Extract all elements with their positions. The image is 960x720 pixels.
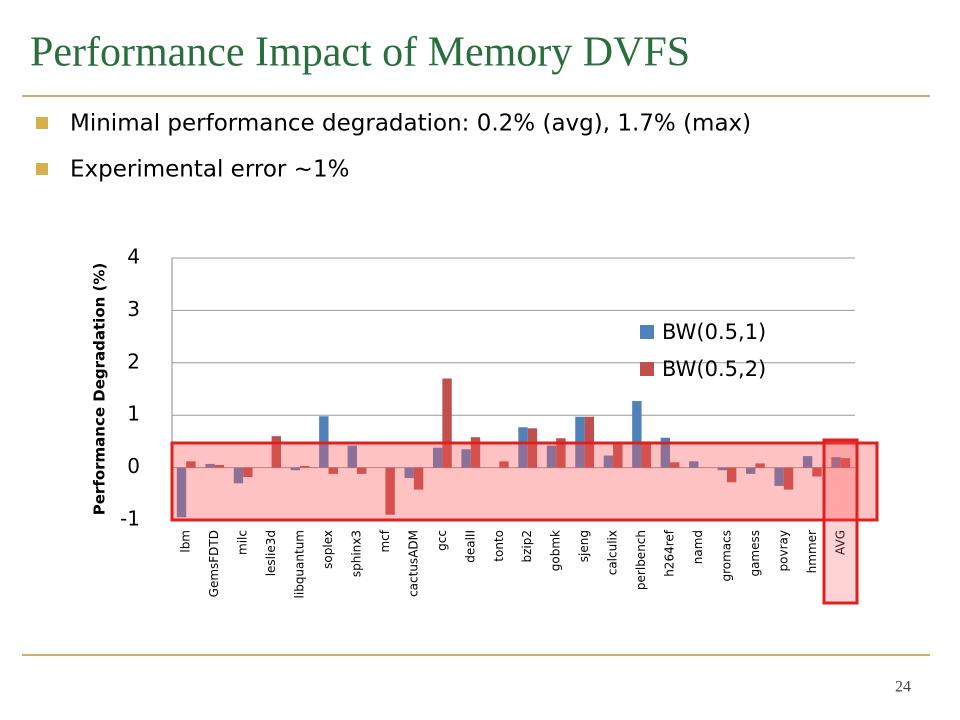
bar bbox=[413, 467, 424, 490]
bar bbox=[518, 427, 528, 468]
bar bbox=[755, 463, 765, 468]
bullet: Minimal performance degradation: 0.2% (a… bbox=[70, 111, 751, 137]
bullet-marker bbox=[36, 163, 48, 175]
bullet-marker bbox=[36, 117, 48, 129]
bar bbox=[689, 461, 699, 468]
x-tick-label: milc bbox=[236, 530, 250, 555]
bar bbox=[632, 401, 642, 468]
x-tick-label: sjeng bbox=[577, 530, 591, 562]
bar bbox=[271, 436, 281, 468]
bar bbox=[783, 467, 794, 490]
x-tick-label: cactusADM bbox=[406, 530, 420, 597]
bar bbox=[404, 467, 414, 479]
bar bbox=[717, 467, 727, 471]
x-tick-label: perlbench bbox=[634, 530, 648, 590]
bar bbox=[746, 467, 756, 474]
bar bbox=[470, 437, 481, 468]
legend-label: BW(0.5,1) bbox=[662, 320, 766, 344]
x-tick-label: gromacs bbox=[719, 530, 733, 582]
x-tick-label: GemsFDTD bbox=[207, 530, 221, 597]
bar bbox=[214, 464, 225, 468]
bar bbox=[613, 444, 623, 468]
bar bbox=[233, 467, 244, 484]
x-tick-label: gobmk bbox=[549, 530, 563, 571]
y-tick-label: -1 bbox=[120, 507, 140, 531]
x-tick-label: leslie3d bbox=[264, 530, 278, 576]
bar bbox=[670, 462, 680, 468]
bar bbox=[546, 445, 557, 468]
bullet: Experimental error ~1% bbox=[70, 157, 349, 183]
bar bbox=[300, 466, 310, 468]
bar bbox=[347, 445, 357, 468]
legend-swatch bbox=[640, 325, 654, 339]
slide-title: Performance Impact of Memory DVFS bbox=[30, 30, 690, 76]
bar bbox=[774, 467, 784, 486]
x-tick-label: gamess bbox=[748, 530, 762, 577]
y-tick-label: 0 bbox=[127, 454, 140, 478]
bar bbox=[205, 463, 215, 468]
bar bbox=[186, 461, 196, 468]
bar bbox=[432, 447, 443, 468]
x-tick-label: lbm bbox=[179, 530, 193, 553]
x-tick-label: calculix bbox=[606, 530, 620, 575]
bar bbox=[641, 441, 651, 468]
bar bbox=[812, 467, 822, 477]
legend-label: BW(0.5,2) bbox=[662, 357, 766, 381]
x-tick-label: mcf bbox=[378, 529, 392, 552]
y-tick-label: 1 bbox=[127, 402, 140, 426]
bar bbox=[840, 458, 851, 468]
chart: -1 0 1 2 3 4 Performance Degradation (%) lbm Gem… bbox=[91, 245, 855, 598]
bar bbox=[499, 461, 509, 468]
highlight-box bbox=[170, 441, 879, 522]
bar bbox=[802, 456, 813, 468]
x-tick-label: hmmer bbox=[805, 530, 819, 573]
x-tick-label: povray bbox=[776, 530, 790, 571]
x-tick-label: tonto bbox=[492, 530, 506, 562]
bar bbox=[385, 467, 395, 515]
x-tick-label: h264ref bbox=[663, 529, 677, 577]
bar bbox=[328, 467, 338, 474]
bar bbox=[660, 437, 671, 468]
bar bbox=[290, 467, 301, 471]
y-tick-label: 3 bbox=[127, 297, 140, 321]
x-tick-label: sphinx3 bbox=[349, 530, 363, 577]
y-tick-label: 2 bbox=[127, 349, 140, 373]
bar bbox=[356, 467, 367, 474]
bar bbox=[527, 428, 538, 468]
y-axis-label: Performance Degradation (%) bbox=[91, 263, 109, 516]
highlight-box bbox=[822, 438, 859, 605]
bar bbox=[442, 378, 452, 468]
bar bbox=[243, 467, 253, 478]
bar bbox=[603, 455, 614, 468]
page-number: 24 bbox=[895, 679, 911, 696]
x-tick-label: soplex bbox=[321, 530, 335, 569]
bar bbox=[461, 449, 471, 468]
y-tick-label: 4 bbox=[127, 245, 140, 269]
x-tick-label: dealII bbox=[463, 530, 477, 563]
bar bbox=[831, 457, 841, 468]
x-tick-label: libquantum bbox=[293, 530, 307, 598]
x-tick-label: bzip2 bbox=[520, 530, 534, 563]
bar bbox=[726, 467, 737, 483]
x-tick-label: gcc bbox=[435, 530, 449, 551]
x-tick-label: namd bbox=[691, 530, 705, 564]
x-tick-label: AVG bbox=[833, 530, 847, 555]
bar bbox=[556, 438, 566, 468]
bar bbox=[176, 467, 187, 518]
legend-swatch bbox=[640, 362, 654, 376]
